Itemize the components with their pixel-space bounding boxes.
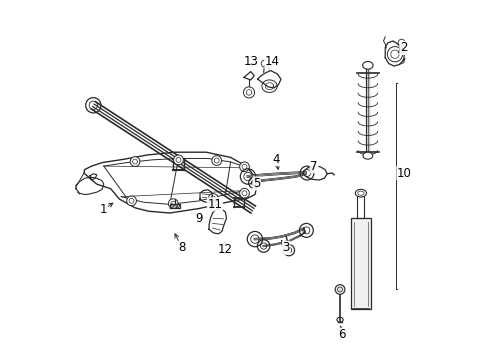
Circle shape [239,162,249,172]
Text: 3: 3 [282,241,289,254]
Circle shape [173,155,183,165]
Ellipse shape [355,189,366,197]
Circle shape [334,285,344,294]
Text: 1: 1 [100,203,107,216]
Circle shape [208,194,218,203]
Circle shape [386,46,402,62]
Text: 10: 10 [396,167,411,180]
Text: 2: 2 [399,41,407,54]
Text: 12: 12 [218,243,232,256]
Ellipse shape [362,62,372,69]
Circle shape [130,157,140,166]
Text: 8: 8 [178,241,185,254]
Text: 13: 13 [244,55,258,68]
Text: 5: 5 [252,177,260,190]
Text: 4: 4 [271,153,279,166]
Circle shape [211,156,221,165]
Text: 7: 7 [309,159,317,172]
Circle shape [243,87,254,98]
Text: 14: 14 [264,55,279,68]
Circle shape [239,188,249,198]
Text: 11: 11 [207,198,222,211]
Ellipse shape [362,152,372,159]
Text: 9: 9 [195,212,203,225]
Bar [350,218,370,309]
Circle shape [126,196,136,206]
Circle shape [168,199,178,208]
Text: 6: 6 [337,328,345,341]
